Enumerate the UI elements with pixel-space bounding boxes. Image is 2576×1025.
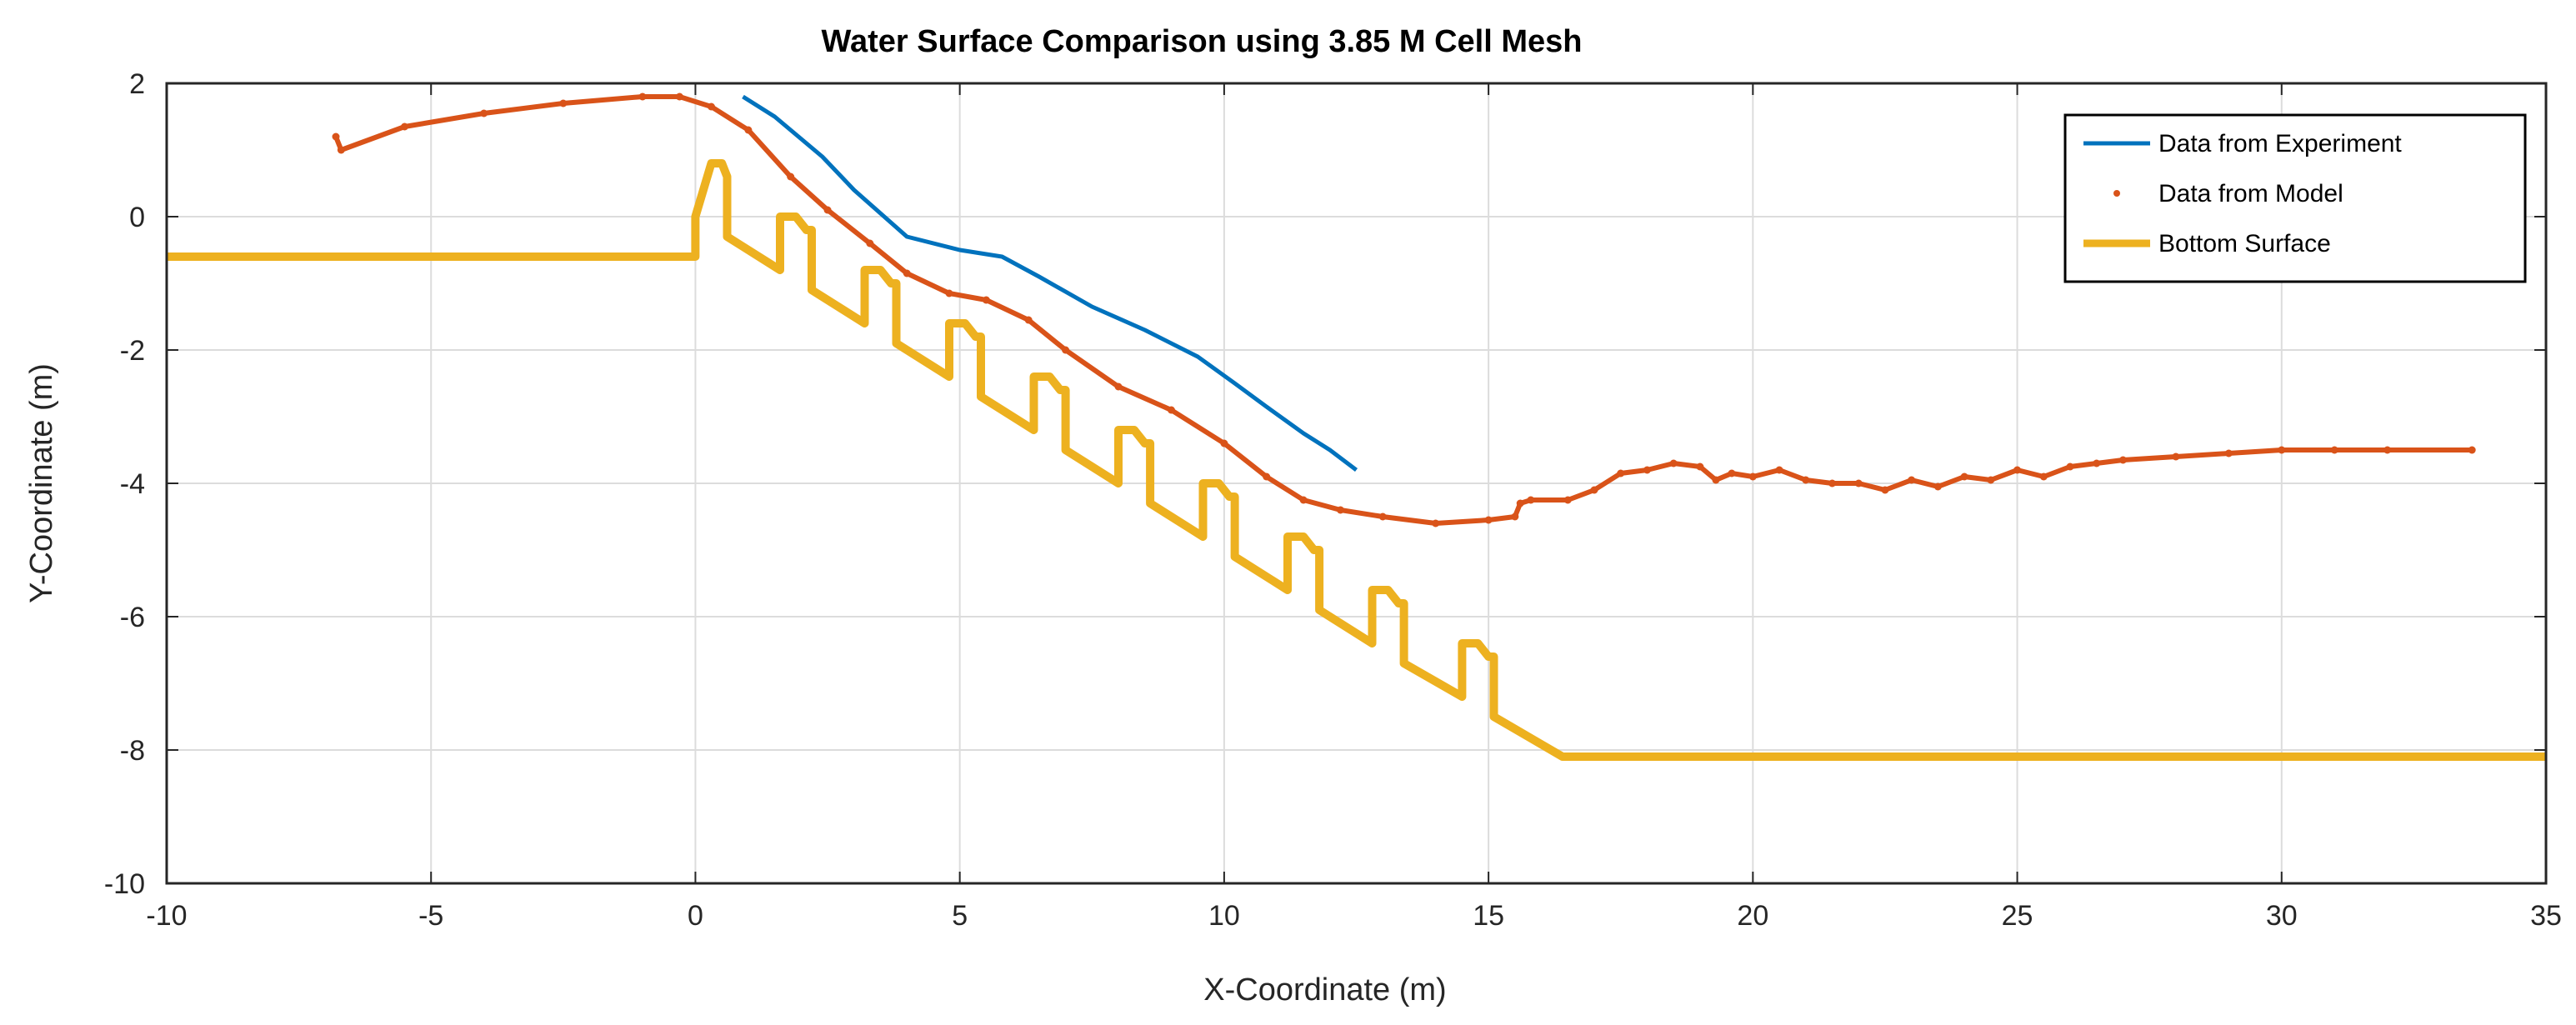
series-model-trace (333, 94, 2475, 526)
model-point (2224, 449, 2233, 458)
model-point (337, 146, 345, 154)
model-point (2039, 472, 2048, 481)
model-point (1432, 519, 1440, 528)
legend: Data from Experiment Data from Model Bot… (2063, 113, 2527, 283)
model-point (866, 239, 874, 248)
model-point (1854, 479, 1863, 488)
model-point (480, 109, 488, 118)
model-point (1378, 512, 1387, 521)
model-point (1062, 346, 1070, 354)
x-tick-label: 0 (688, 900, 703, 932)
y-tick-label: -4 (120, 468, 145, 500)
model-point (2278, 446, 2286, 454)
model-point (2066, 462, 2074, 471)
model-point (707, 102, 715, 111)
model-point (982, 296, 990, 304)
legend-label-experiment: Data from Experiment (2158, 130, 2402, 158)
model-point (1775, 466, 1783, 474)
model-point (332, 132, 340, 141)
model-point (1828, 479, 1836, 488)
model-point (1167, 406, 1175, 414)
y-tick-label: -6 (120, 602, 145, 633)
x-tick-label: 10 (1208, 900, 1240, 932)
model-point (1712, 476, 1720, 484)
model-point (1748, 472, 1757, 481)
model-point (1669, 459, 1678, 468)
y-tick-label: -10 (104, 868, 145, 900)
legend-label-bottom: Bottom Surface (2158, 230, 2331, 258)
model-point (1908, 476, 1916, 484)
model-point (1987, 476, 1995, 484)
y-tick-label: 0 (129, 202, 145, 233)
chart-title: Water Surface Comparison using 3.85 M Ce… (822, 24, 1583, 59)
x-axis: -10 -5 0 5 10 15 20 25 30 35 (146, 83, 2562, 932)
model-point (1802, 476, 1810, 484)
x-tick-label: 35 (2530, 900, 2562, 932)
model-point (1299, 496, 1308, 504)
x-tick-label: -10 (146, 900, 187, 932)
model-point (1527, 496, 1535, 504)
model-point (1220, 439, 1228, 448)
x-tick-label: 25 (2002, 900, 2033, 932)
model-point (787, 172, 795, 181)
x-tick-label: 30 (2266, 900, 2298, 932)
model-point (638, 92, 647, 101)
model-point (1114, 382, 1123, 391)
model-point (401, 122, 408, 131)
model-point (1696, 462, 1704, 471)
x-tick-label: 15 (1473, 900, 1504, 932)
series-layer (167, 92, 2546, 761)
series-bottom-surface (167, 159, 2546, 761)
x-axis-label: X-Coordinate (m) (1203, 972, 1446, 1008)
grid (167, 83, 2546, 883)
model-point (2172, 452, 2180, 461)
model-point (1960, 472, 1968, 481)
y-tick-label: -2 (120, 335, 145, 367)
x-tick-label: -5 (418, 900, 443, 932)
x-tick-label: 5 (952, 900, 968, 932)
model-point (675, 92, 683, 101)
model-point (2118, 456, 2127, 464)
x-tick-label: 20 (1737, 900, 1768, 932)
model-point (1563, 496, 1572, 504)
model-point (744, 126, 753, 134)
model-point (1024, 316, 1033, 324)
model-point (559, 99, 568, 108)
series-experiment-line (742, 94, 1358, 472)
y-axis-label: Y-Coordinate (m) (24, 363, 59, 603)
model-point (1516, 499, 1524, 508)
model-point (945, 289, 953, 298)
model-point (2093, 459, 2101, 468)
y-axis: -10 -8 -6 -4 -2 0 2 (104, 68, 2546, 900)
model-point (1933, 482, 1942, 491)
model-point (2013, 466, 2022, 474)
model-point (903, 269, 911, 278)
model-point (1728, 469, 1736, 478)
model-point (2383, 446, 2392, 454)
model-point (2330, 446, 2338, 454)
legend-swatch-model (2113, 190, 2120, 197)
model-point (1617, 469, 1625, 478)
model-point (1484, 516, 1493, 524)
model-point (2468, 446, 2476, 454)
model-point (1511, 512, 1519, 521)
model-point (1336, 506, 1344, 514)
model-point (1881, 486, 1889, 494)
y-tick-label: 2 (129, 68, 145, 100)
model-point (1263, 472, 1271, 481)
model-point (1590, 486, 1598, 494)
y-tick-label: -8 (120, 735, 145, 767)
legend-label-model: Data from Model (2158, 180, 2343, 208)
model-point (1643, 466, 1651, 474)
model-point (823, 206, 832, 214)
